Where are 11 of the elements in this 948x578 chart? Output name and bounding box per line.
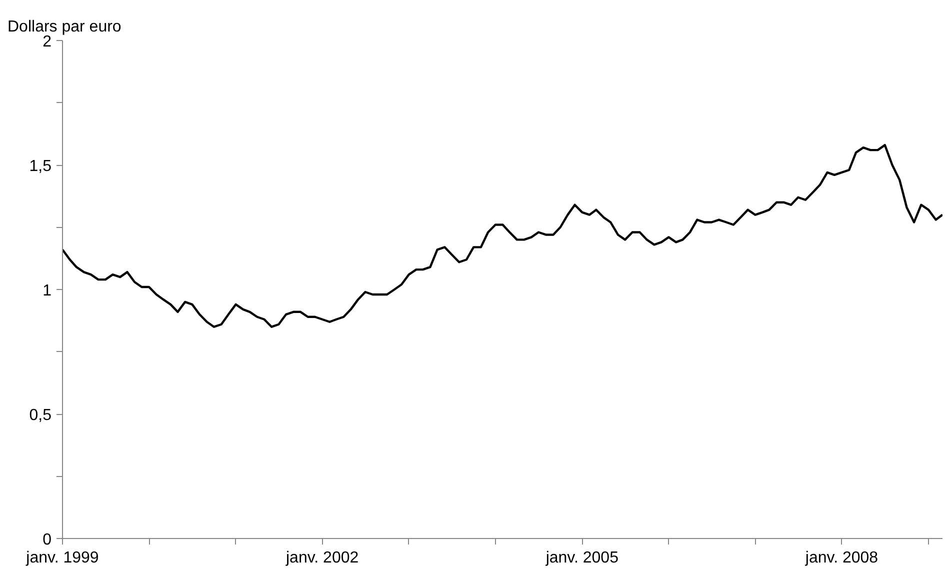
x-tick-label: janv. 2008 xyxy=(804,550,878,566)
y-tick-label: 1,5 xyxy=(29,158,52,175)
y-tick-label: 0 xyxy=(42,532,52,548)
y-tick-label: 0,5 xyxy=(29,407,52,424)
x-tick-label: janv. 2002 xyxy=(285,550,359,566)
y-tick-label: 2 xyxy=(42,34,52,50)
x-tick-label: janv. 1999 xyxy=(25,550,99,566)
y-axis-title: Dollars par euro xyxy=(8,18,122,36)
y-tick-label: 1 xyxy=(42,282,52,300)
x-tick-label: janv. 2005 xyxy=(544,550,619,566)
line-series xyxy=(62,144,942,328)
